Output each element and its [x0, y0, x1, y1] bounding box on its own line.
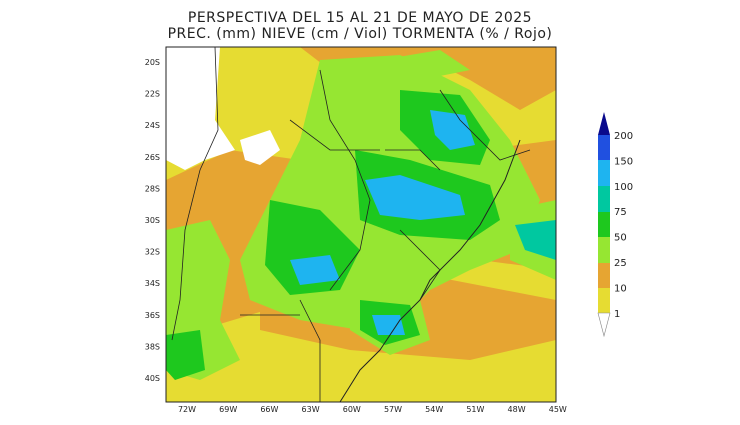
colorbar-label: 75: [614, 207, 627, 218]
map-frame: [165, 46, 557, 403]
subtitle: PREC. (mm) NIEVE (cm / Viol) TORMENTA (%…: [168, 26, 553, 42]
colorbar-label: 25: [614, 258, 627, 269]
title: PERSPECTIVA DEL 15 AL 21 DE MAYO DE 2025: [188, 10, 532, 26]
lat-label: 26S: [145, 153, 160, 162]
lat-label: 38S: [145, 342, 160, 351]
lon-label: 66W: [260, 405, 278, 414]
lat-label: 28S: [145, 184, 160, 193]
colorbar-label: 50: [614, 233, 627, 244]
colorbar-label: 1: [614, 309, 620, 320]
lon-label: 48W: [508, 405, 526, 414]
lon-label: 54W: [425, 405, 443, 414]
lat-label: 34S: [145, 279, 160, 288]
lat-label: 40S: [145, 374, 160, 383]
lat-label: 22S: [145, 90, 160, 99]
lat-label: 20S: [145, 58, 160, 67]
precip-map: [166, 47, 556, 402]
colorbar-label: 10: [614, 283, 627, 294]
lon-label: 51W: [466, 405, 484, 414]
colorbar-label: 200: [614, 131, 633, 142]
lon-label: 63W: [302, 405, 320, 414]
lon-label: 45W: [549, 405, 567, 414]
colorbar-label: 100: [614, 182, 633, 193]
lon-label: 60W: [343, 405, 361, 414]
lon-label: 57W: [384, 405, 402, 414]
lon-label: 69W: [219, 405, 237, 414]
colorbar-label: 150: [614, 156, 633, 167]
colorbar: [597, 112, 611, 338]
lat-label: 32S: [145, 248, 160, 257]
lon-label: 72W: [178, 405, 196, 414]
lat-label: 30S: [145, 216, 160, 225]
lat-label: 36S: [145, 311, 160, 320]
lat-label: 24S: [145, 121, 160, 130]
